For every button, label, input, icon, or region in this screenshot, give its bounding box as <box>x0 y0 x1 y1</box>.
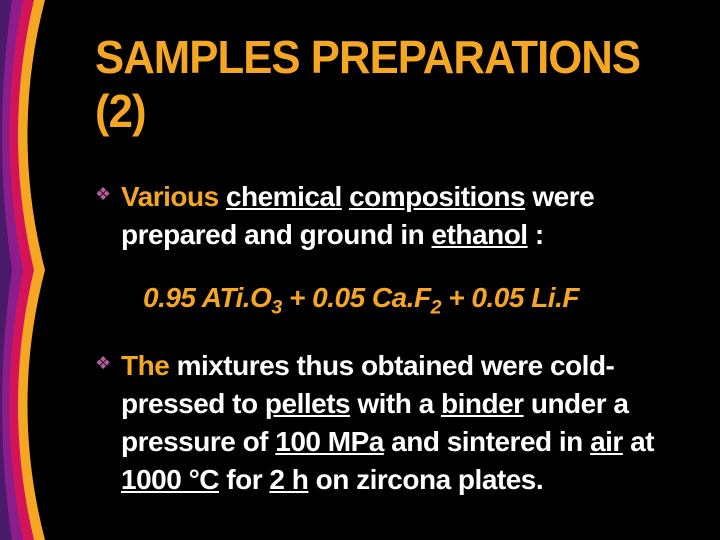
slide-title: SAMPLES PREPARATIONS (2) <box>95 30 656 138</box>
text-segment: binder <box>441 388 524 419</box>
text-segment: : <box>528 219 544 250</box>
text-segment: with a <box>350 388 441 419</box>
text-segment: at <box>623 426 654 457</box>
formula-subscript: 3 <box>271 296 281 318</box>
bullet-1-text: Various chemical compositions were prepa… <box>121 178 685 254</box>
text-segment: 1000 °C <box>121 464 219 495</box>
formula-text: 0.95 ATi.O <box>143 282 271 313</box>
text-segment: ethanol <box>432 219 528 250</box>
bullet-2-text: The mixtures thus obtained were cold-pre… <box>121 347 685 498</box>
slide-content: SAMPLES PREPARATIONS (2) ❖ Various chemi… <box>95 30 685 526</box>
text-segment: compositions <box>349 181 525 212</box>
formula-text: + 0.05 Ca.F <box>282 282 431 313</box>
side-decorative-stripes <box>0 0 60 540</box>
text-segment: and sintered in <box>384 426 590 457</box>
formula-text: + 0.05 Li.F <box>441 282 579 313</box>
text-segment: pellets <box>265 388 350 419</box>
diamond-bullet-icon: ❖ <box>95 353 111 374</box>
diamond-bullet-icon: ❖ <box>95 184 111 205</box>
formula-subscript: 2 <box>431 296 441 318</box>
text-segment: 100 MPa <box>275 426 384 457</box>
text-segment: The <box>121 350 177 381</box>
text-segment <box>342 181 349 212</box>
text-segment: chemical <box>226 181 342 212</box>
text-segment: for <box>219 464 269 495</box>
text-segment: 2 h <box>269 464 308 495</box>
chemical-formula: 0.95 ATi.O3 + 0.05 Ca.F2 + 0.05 Li.F <box>143 282 685 320</box>
bullet-1: ❖ Various chemical compositions were pre… <box>95 178 685 254</box>
text-segment: Various <box>121 181 226 212</box>
bullet-2: ❖ The mixtures thus obtained were cold-p… <box>95 347 685 498</box>
text-segment: air <box>590 426 623 457</box>
text-segment: on zircona plates. <box>308 464 543 495</box>
